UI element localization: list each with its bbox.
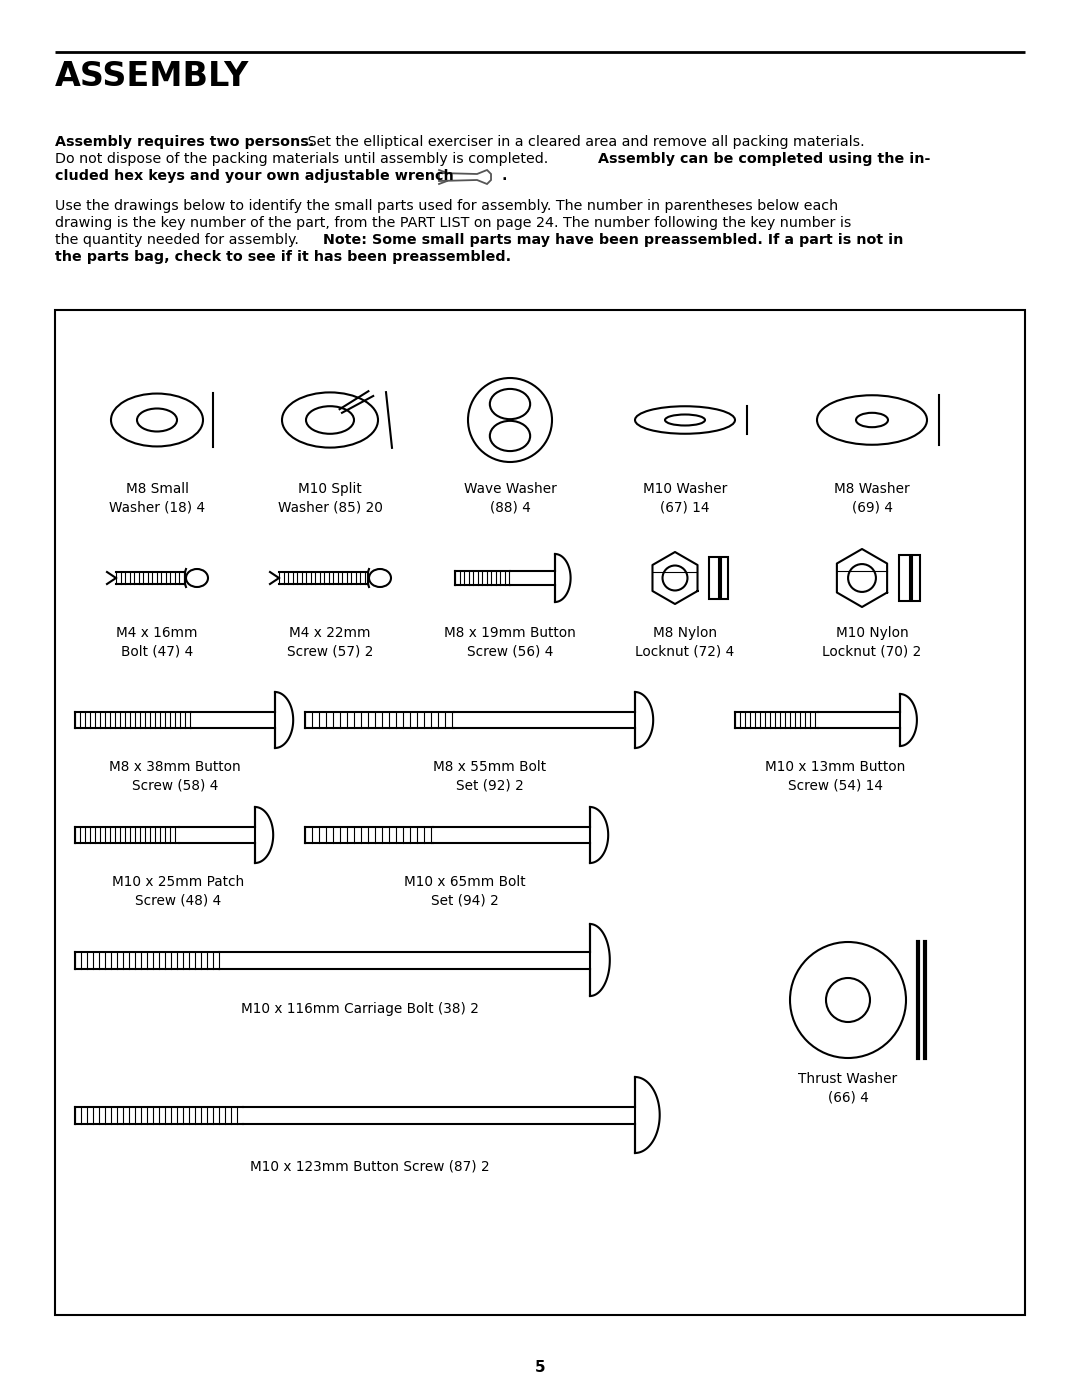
- Text: Assembly can be completed using the in-: Assembly can be completed using the in-: [598, 152, 930, 166]
- Text: M10 Split
Washer (85) 20: M10 Split Washer (85) 20: [278, 482, 382, 514]
- Text: M10 x 123mm Button Screw (87) 2: M10 x 123mm Button Screw (87) 2: [251, 1160, 490, 1173]
- Text: cluded hex keys and your own adjustable wrench: cluded hex keys and your own adjustable …: [55, 169, 454, 183]
- Text: M10 x 116mm Carriage Bolt (38) 2: M10 x 116mm Carriage Bolt (38) 2: [241, 1002, 478, 1016]
- Text: Do not dispose of the packing materials until assembly is completed.: Do not dispose of the packing materials …: [55, 152, 553, 166]
- Text: M8 Nylon
Locknut (72) 4: M8 Nylon Locknut (72) 4: [635, 626, 734, 658]
- Bar: [55, 310, 1025, 1315]
- Text: M10 Nylon
Locknut (70) 2: M10 Nylon Locknut (70) 2: [822, 626, 921, 658]
- Text: M8 Washer
(69) 4: M8 Washer (69) 4: [834, 482, 909, 514]
- Text: Note: Some small parts may have been preassembled. If a part is not in: Note: Some small parts may have been pre…: [323, 233, 903, 247]
- Bar: [708, 557, 719, 599]
- Text: M10 x 65mm Bolt
Set (94) 2: M10 x 65mm Bolt Set (94) 2: [404, 875, 526, 908]
- Bar: [721, 557, 728, 599]
- Text: Assembly requires two persons.: Assembly requires two persons.: [55, 136, 314, 149]
- Text: Thrust Washer
(66) 4: Thrust Washer (66) 4: [798, 1071, 897, 1105]
- Text: drawing is the key number of the part, from the PART LIST on page 24. The number: drawing is the key number of the part, f…: [55, 217, 851, 231]
- Text: the parts bag, check to see if it has been preassembled.: the parts bag, check to see if it has be…: [55, 250, 511, 264]
- Text: M8 x 19mm Button
Screw (56) 4: M8 x 19mm Button Screw (56) 4: [444, 626, 576, 658]
- Text: M10 x 13mm Button
Screw (54) 14: M10 x 13mm Button Screw (54) 14: [765, 760, 905, 792]
- Text: .: .: [497, 169, 508, 183]
- Bar: [913, 555, 920, 601]
- Text: Wave Washer
(88) 4: Wave Washer (88) 4: [463, 482, 556, 514]
- Bar: [899, 555, 910, 601]
- Text: M8 x 55mm Bolt
Set (92) 2: M8 x 55mm Bolt Set (92) 2: [433, 760, 546, 792]
- Text: Set the elliptical exerciser in a cleared area and remove all packing materials.: Set the elliptical exerciser in a cleare…: [302, 136, 864, 149]
- Text: M10 Washer
(67) 14: M10 Washer (67) 14: [643, 482, 727, 514]
- Text: M8 x 38mm Button
Screw (58) 4: M8 x 38mm Button Screw (58) 4: [109, 760, 241, 792]
- Text: M10 x 25mm Patch
Screw (48) 4: M10 x 25mm Patch Screw (48) 4: [112, 875, 244, 908]
- Text: M4 x 16mm
Bolt (47) 4: M4 x 16mm Bolt (47) 4: [117, 626, 198, 658]
- Text: 5: 5: [535, 1361, 545, 1375]
- Text: Use the drawings below to identify the small parts used for assembly. The number: Use the drawings below to identify the s…: [55, 198, 838, 212]
- Text: the quantity needed for assembly.: the quantity needed for assembly.: [55, 233, 303, 247]
- Text: M4 x 22mm
Screw (57) 2: M4 x 22mm Screw (57) 2: [287, 626, 374, 658]
- Text: ASSEMBLY: ASSEMBLY: [55, 60, 249, 94]
- Text: M8 Small
Washer (18) 4: M8 Small Washer (18) 4: [109, 482, 205, 514]
